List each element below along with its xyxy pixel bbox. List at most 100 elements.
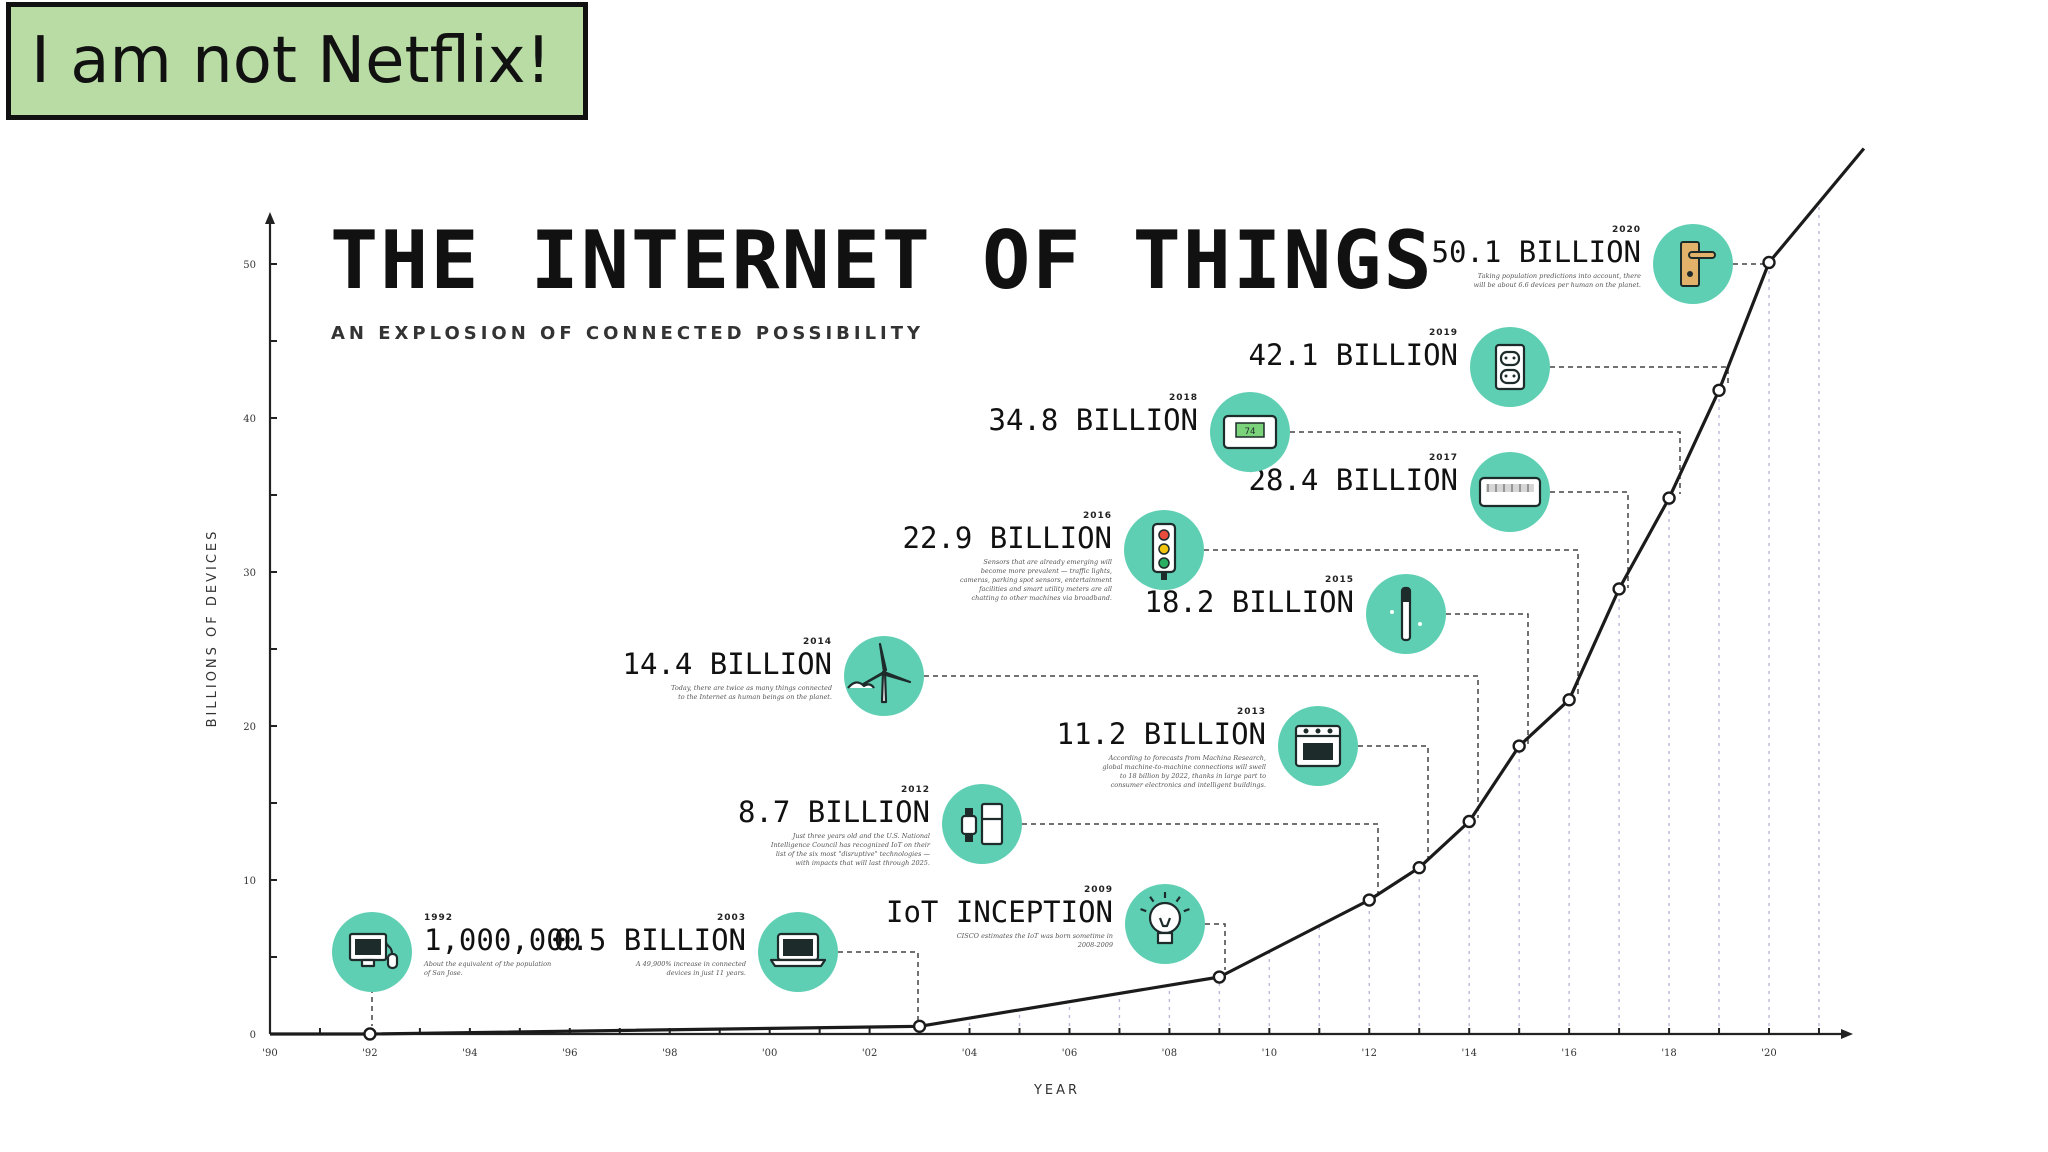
y-tick-label: 0 <box>250 1030 256 1041</box>
annotation-value: 8.7 BILLION <box>738 795 930 829</box>
annotation-year: 2018 <box>1169 393 1198 403</box>
annotation-year: 2020 <box>1612 225 1641 235</box>
x-tick-label: '12 <box>1362 1048 1377 1059</box>
leader-2009 <box>1205 923 1226 970</box>
x-tick-label: '14 <box>1461 1048 1476 1059</box>
chart-axes <box>265 212 1853 1039</box>
x-tick-label: '98 <box>662 1048 677 1059</box>
icon-part <box>783 939 813 956</box>
data-point-2020 <box>1762 255 1776 270</box>
annotation-note: Taking population predictions into accou… <box>1478 272 1641 280</box>
data-point-2013 <box>1412 860 1426 875</box>
icon-part <box>1418 622 1422 626</box>
icon-part <box>980 802 1004 846</box>
data-point-1992 <box>363 1027 377 1041</box>
annotation-year: 2009 <box>1084 885 1113 895</box>
leader-2014 <box>924 675 1479 818</box>
x-tick-label: '00 <box>762 1048 777 1059</box>
lightbulb-icon <box>1140 892 1190 945</box>
data-point-2016 <box>1562 693 1576 707</box>
icon-part <box>1175 896 1181 903</box>
x-tick-label: '18 <box>1661 1048 1676 1059</box>
annotation-note: to the Internet as human beings on the p… <box>678 693 832 701</box>
icon-part <box>1235 422 1265 438</box>
x-tick-label: '20 <box>1761 1048 1776 1059</box>
annotation-note: to 18 billion by 2022, thanks in large p… <box>1120 772 1266 780</box>
annotation-note: Sensors that are already emerging will <box>983 558 1112 566</box>
x-tick-label: '92 <box>362 1048 377 1059</box>
icon-part <box>769 958 827 968</box>
chart-title: THE INTERNET OF THINGS <box>330 214 1434 307</box>
icon-part <box>1486 484 1534 492</box>
leader-2019 <box>1550 366 1729 386</box>
annotation-note: A 49,900% increase in connected <box>635 960 746 968</box>
annotation-year: 2014 <box>803 637 832 647</box>
x-tick-label: '94 <box>462 1048 477 1059</box>
growth-points <box>363 255 1776 1041</box>
x-tick-label: '10 <box>1262 1048 1277 1059</box>
leader-2017 <box>1550 491 1629 588</box>
x-axis-arrow <box>1841 1029 1853 1039</box>
data-point-2018 <box>1662 491 1676 505</box>
annotation-note: global machine-to-machine connections wi… <box>1102 763 1266 771</box>
data-point-2012 <box>1362 893 1376 907</box>
data-point-2014 <box>1462 814 1476 829</box>
annotation-value: 34.8 BILLION <box>988 403 1198 437</box>
icon-part <box>1183 908 1190 913</box>
annotation-value: 0.5 BILLION <box>554 923 746 957</box>
icon-part <box>1512 374 1516 378</box>
data-point-2015 <box>1512 739 1526 753</box>
annotation-year: 2019 <box>1429 328 1458 338</box>
x-tick-label: '96 <box>562 1048 577 1059</box>
traffic-light-icon <box>1151 522 1177 580</box>
annotation-year: 2016 <box>1083 511 1112 521</box>
y-axis-title: BILLIONS OF DEVICES <box>205 529 220 728</box>
icon-part <box>355 939 381 955</box>
icon-part <box>1687 271 1693 277</box>
annotation-leaders <box>371 263 1766 1026</box>
y-tick-label: 10 <box>243 876 256 887</box>
growth-curve <box>270 147 1866 1036</box>
annotation-year: 2017 <box>1429 453 1458 463</box>
vertical-guides <box>968 202 1820 1034</box>
annotation-value: 18.2 BILLION <box>1144 585 1354 619</box>
x-tick-label: '06 <box>1062 1048 1077 1059</box>
y-tick-label: 20 <box>243 722 256 733</box>
icon-part <box>880 670 888 704</box>
icon-part <box>1403 588 1409 602</box>
icon-part <box>1499 350 1521 367</box>
toothbrush-icon <box>1390 586 1422 642</box>
icon-part <box>1140 908 1147 913</box>
leader-2015 <box>1446 613 1529 744</box>
x-axis-title: YEAR <box>1033 1083 1080 1098</box>
door-lock-icon <box>1680 241 1716 287</box>
thermostat-icon: 74 <box>1222 414 1278 450</box>
annotation-year: 2013 <box>1237 707 1266 717</box>
icon-part <box>960 814 978 836</box>
icon-part <box>878 642 888 674</box>
annotation-value: 11.2 BILLION <box>1056 717 1266 751</box>
annotation-note: Just three years old and the U.S. Nation… <box>791 832 930 840</box>
icon-part <box>1680 241 1700 287</box>
annotation-value: 50.1 BILLION <box>1431 235 1641 269</box>
icon-part <box>858 670 886 688</box>
air-conditioner-icon <box>1478 476 1542 508</box>
y-tick-label: 40 <box>243 414 256 425</box>
icon-part <box>1161 572 1167 580</box>
icon-part <box>1158 557 1170 569</box>
annotation-note: devices in just 11 years. <box>667 969 746 977</box>
annotation-year: 2012 <box>901 785 930 795</box>
x-tick-label: '04 <box>962 1048 977 1059</box>
y-axis-arrow <box>265 212 275 224</box>
annotation-note: chatting to other machines via broadband… <box>972 594 1112 602</box>
wind-turbine-icon <box>847 642 912 704</box>
annotation-value: 1,000,000 <box>424 923 581 957</box>
